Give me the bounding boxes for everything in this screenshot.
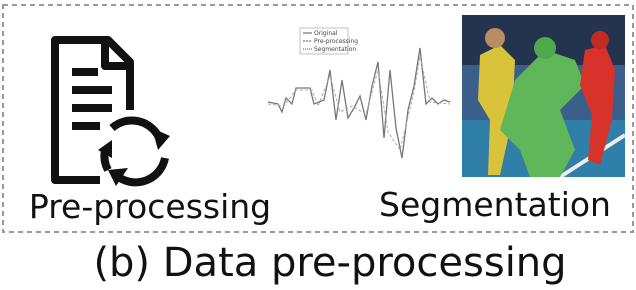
segmentation-image — [462, 15, 625, 177]
legend-text: Pre-processing — [314, 38, 358, 45]
plot-area — [265, 25, 455, 160]
legend-text: Segmentation — [314, 46, 356, 53]
document-icon — [55, 40, 165, 182]
caption: (b) Data pre-processing — [93, 240, 566, 286]
panel-label: Segmentation — [379, 185, 611, 224]
signal-plot: Original Pre-processing Segmentation — [265, 25, 455, 160]
figure: Original Pre-processing Segmentation Pre… — [0, 0, 636, 290]
refresh-arrowheads — [98, 128, 170, 186]
legend-text: Original — [314, 30, 338, 37]
panel-label: Pre-processing — [29, 187, 271, 226]
